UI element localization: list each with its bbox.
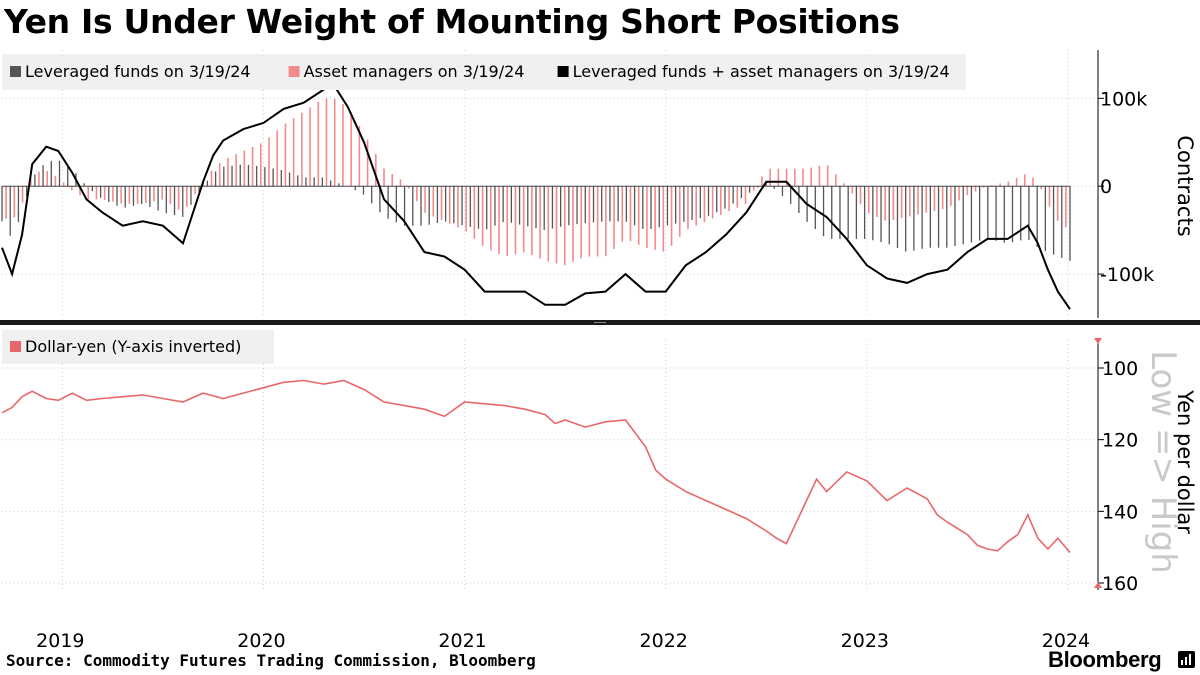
source-note: Source: Commodity Futures Trading Commis… [6, 651, 536, 670]
bottom-ytick-label: 160 [1102, 573, 1138, 595]
top-ytick-label: 100k [1100, 88, 1147, 110]
legend-label-usdjpy: Dollar-yen (Y-axis inverted) [25, 337, 241, 356]
axis-marker-top [1094, 338, 1102, 344]
x-axis-label: 2024 [1042, 630, 1090, 652]
legend-label-leveraged: Leveraged funds on 3/19/24 [25, 62, 251, 81]
bloomberg-logo: Bloomberg [1048, 647, 1162, 672]
bottom-y-axis-title: Yen per dollar [1173, 389, 1197, 534]
x-axis-label: 2023 [841, 630, 889, 652]
x-axis-label: 2020 [237, 630, 285, 652]
chart-title: Yen Is Under Weight of Mounting Short Po… [4, 2, 900, 41]
combined-line [1, 83, 1071, 310]
legend-label-asset: Asset managers on 3/19/24 [304, 62, 525, 81]
legend-swatch-asset [288, 66, 300, 77]
top-ytick-label: -100k [1100, 264, 1154, 286]
x-axis-label: 2022 [640, 630, 688, 652]
top-legend-box [2, 54, 966, 90]
bottom-ytick-label: 120 [1102, 430, 1138, 452]
legend-label-combined: Leveraged funds + asset managers on 3/19… [573, 62, 950, 81]
legend-swatch-leveraged [10, 66, 21, 77]
legend-swatch-usdjpy [10, 341, 21, 352]
bottom-ytick-label: 140 [1102, 501, 1138, 523]
bottom-legend-box [2, 330, 274, 364]
bottom-ytick-label: 100 [1102, 358, 1138, 380]
axis-marker-bottom [1094, 582, 1102, 588]
x-axis-label: 2019 [36, 630, 84, 652]
top-y-axis-title: Contracts [1173, 135, 1197, 236]
dollar-yen-line [1, 379, 1071, 554]
x-axis-label: 2021 [438, 630, 486, 652]
low-high-annotation: Low => High [1143, 350, 1183, 574]
legend-swatch-combined [557, 66, 569, 77]
bloomberg-badge-icon [1178, 651, 1195, 668]
top-ytick-label: 0 [1100, 176, 1112, 198]
